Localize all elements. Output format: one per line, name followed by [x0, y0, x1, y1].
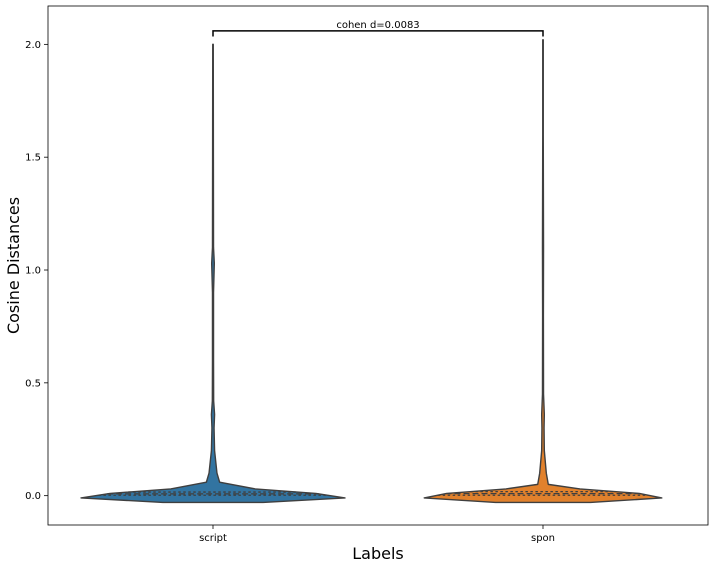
- y-axis-label: Cosine Distances: [4, 197, 23, 334]
- y-axis-ticks: 0.0 0.5 1.0 1.5 2.0: [25, 40, 48, 502]
- y-tick-label: 0.5: [25, 378, 41, 389]
- y-tick-label: 1.5: [25, 153, 41, 164]
- annotation-text: cohen d=0.0083: [336, 20, 419, 31]
- violin-spon: [423, 39, 663, 504]
- x-tick-label: spon: [531, 533, 555, 544]
- violins-layer: [80, 39, 663, 504]
- x-axis-ticks: script spon: [199, 525, 555, 544]
- violin-body-spon: [423, 39, 663, 504]
- x-axis-label: Labels: [352, 544, 404, 563]
- x-tick-label: script: [199, 533, 227, 544]
- y-tick-label: 0.0: [25, 491, 41, 502]
- y-tick-label: 1.0: [25, 266, 41, 277]
- plot-frame: [47, 5, 709, 526]
- significance-annotation: cohen d=0.0083: [212, 20, 544, 37]
- violin-script: [80, 43, 346, 504]
- y-tick-label: 2.0: [25, 40, 41, 51]
- violin-body-script: [80, 43, 346, 504]
- annotation-bracket: [212, 30, 544, 37]
